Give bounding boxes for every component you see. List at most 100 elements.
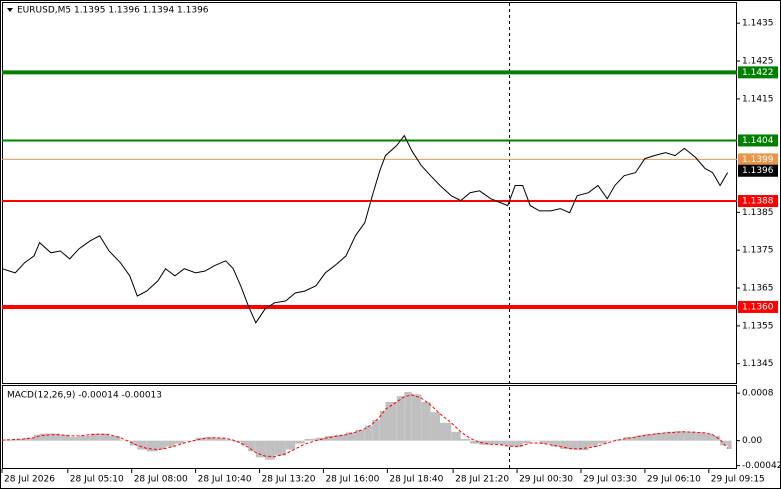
- macd-bar: [624, 437, 636, 441]
- macd-bar: [539, 440, 551, 444]
- y-tick-label: 0.0008: [742, 389, 774, 399]
- macd-bar: [265, 440, 275, 460]
- macd-bar: [720, 440, 728, 446]
- x-tick-label: 28 Jul 2026: [4, 475, 55, 485]
- x-tick-label: 28 Jul 21:20: [455, 475, 509, 485]
- macd-bar: [515, 440, 523, 448]
- macd-bar: [158, 440, 166, 450]
- macd-bar: [120, 440, 130, 442]
- macd-bar: [214, 437, 226, 441]
- macd-bar: [490, 440, 501, 445]
- macd-bar: [451, 431, 461, 441]
- macd-bar: [225, 439, 234, 441]
- x-tick-label: 28 Jul 08:00: [134, 475, 188, 485]
- macd-bar: [597, 440, 608, 444]
- macd-bar: [522, 440, 531, 444]
- macd-bar: [165, 440, 175, 447]
- y-tick-label: 1.1345: [742, 359, 774, 369]
- level-label: 1.1388: [742, 197, 774, 207]
- macd-bar: [507, 440, 516, 447]
- macd-bar: [379, 410, 386, 441]
- macd-bar: [90, 433, 100, 441]
- macd-bar: [705, 433, 713, 441]
- y-tick-label: 1.1435: [742, 19, 774, 29]
- macd-bar: [99, 433, 110, 441]
- x-tick-label: 28 Jul 18:40: [389, 475, 443, 485]
- macd-bar: [33, 434, 40, 441]
- macd-bar: [396, 396, 405, 441]
- macd-bar: [439, 422, 452, 441]
- macd-bar: [654, 432, 666, 441]
- x-tick-label: 29 Jul 03:30: [583, 475, 637, 485]
- macd-bar: [712, 435, 721, 441]
- macd-bar: [304, 438, 316, 441]
- menu-arrow[interactable]: [7, 8, 13, 12]
- macd-bar: [15, 438, 25, 441]
- x-tick-label: 28 Jul 05:10: [70, 475, 124, 485]
- macd-panel: [2, 385, 737, 469]
- macd-bar: [385, 402, 397, 441]
- y-tick-label: 1.1365: [742, 284, 774, 294]
- y-tick-label: 1.1425: [742, 57, 774, 67]
- macd-bar: [588, 440, 598, 447]
- macd-bar: [530, 440, 540, 442]
- macd-bar: [274, 440, 286, 456]
- macd-bar: [695, 432, 706, 441]
- macd-bar: [421, 402, 431, 441]
- level-label-box: [738, 195, 778, 208]
- main-panel: [2, 2, 737, 384]
- level-label: 1.1399: [742, 155, 774, 165]
- macd-bar: [569, 440, 578, 450]
- macd-bar: [684, 431, 696, 441]
- macd-bar: [255, 440, 266, 458]
- macd-bar: [364, 425, 373, 441]
- level-label: 1.1422: [742, 68, 774, 78]
- last-price-label: 1.1396: [742, 166, 774, 176]
- macd-bar: [184, 440, 196, 442]
- macd-bar: [460, 438, 471, 441]
- x-tick-label: 28 Jul 10:40: [198, 475, 252, 485]
- macd-bar: [248, 440, 256, 452]
- macd-bar: [129, 440, 138, 446]
- macd-bar: [334, 434, 347, 441]
- macd-bar: [674, 431, 685, 441]
- macd-bar: [325, 435, 335, 441]
- y-tick-label: -0.00042: [742, 461, 781, 471]
- macd-bar: [60, 434, 70, 441]
- macd-bar: [39, 433, 51, 441]
- macd-bar: [500, 440, 508, 446]
- macd-bar: [430, 412, 440, 441]
- macd-bar: [285, 440, 296, 450]
- macd-bar: [240, 440, 249, 446]
- x-tick-label: 29 Jul 06:10: [647, 475, 701, 485]
- macd-bar: [346, 432, 356, 441]
- macd-bar: [550, 440, 561, 447]
- price-line: [1, 134, 729, 324]
- macd-bar: [50, 433, 61, 441]
- y-tick-label: 1.1385: [742, 208, 774, 218]
- macd-bar: [577, 440, 589, 451]
- macd-bar: [411, 394, 422, 441]
- macd-bar: [372, 419, 380, 441]
- x-tick-label: 29 Jul 09:15: [711, 475, 765, 485]
- macd-bar: [146, 440, 159, 452]
- macd-bar: [137, 440, 147, 450]
- macd-bar: [79, 435, 91, 441]
- main-title: EURUSD,M5 1.1395 1.1396 1.1394 1.1396: [17, 6, 209, 16]
- macd-bar: [665, 431, 675, 441]
- macd-bar: [109, 435, 121, 441]
- level-label-box: [738, 66, 778, 79]
- y-tick-label: 1.1375: [742, 246, 774, 256]
- macd-bar: [727, 440, 732, 449]
- signal-line: [1, 394, 728, 458]
- macd-bar: [355, 429, 365, 441]
- macd-bar: [607, 440, 615, 442]
- macd-bar: [560, 440, 570, 449]
- x-tick-label: 28 Jul 13:20: [262, 475, 316, 485]
- macd-bar: [479, 440, 491, 445]
- level-label: 1.1360: [742, 302, 774, 312]
- macd-bar: [644, 434, 655, 441]
- macd-bar: [174, 440, 185, 444]
